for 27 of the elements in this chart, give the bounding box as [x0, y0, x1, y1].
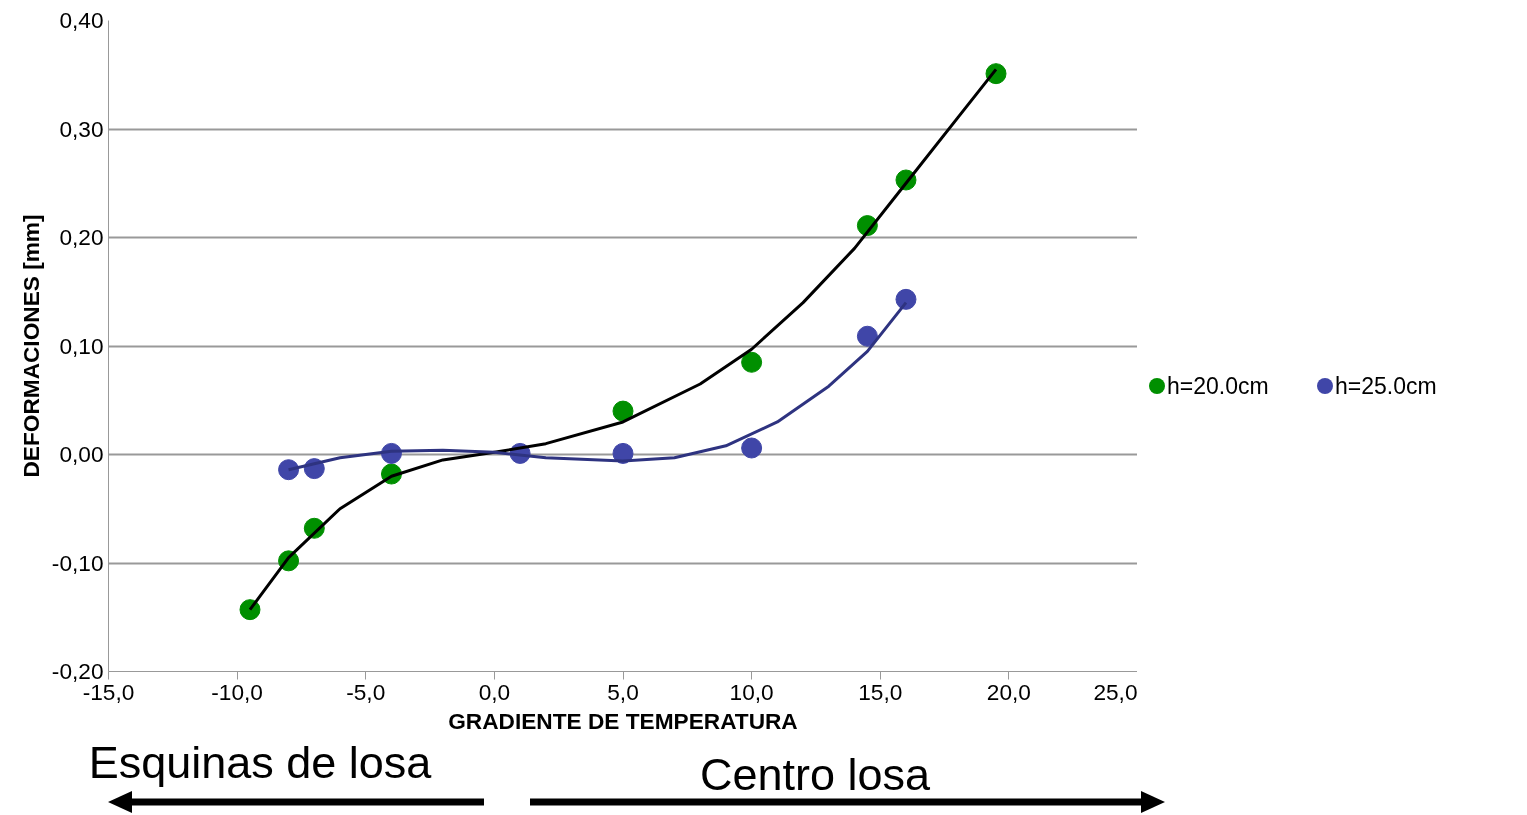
x-tick-label: 15,0 [858, 678, 903, 705]
y-axis-title: DEFORMACIONES [mm] [17, 214, 44, 478]
text: Centro losa [699, 748, 932, 800]
legend-item: h=25.0cm [1317, 373, 1437, 400]
y-tick-label: 0,20 [59, 224, 104, 250]
x-tick-label: 0,0 [478, 678, 511, 705]
x-tick-label: 10,0 [729, 678, 774, 705]
point [741, 437, 763, 459]
y-tick-label: -0,10 [51, 549, 104, 576]
x-tick-label: -5,0 [346, 678, 386, 705]
legend-item: h=20.0cm [1149, 373, 1269, 400]
text: Esquinas de losa [88, 736, 433, 788]
y-tick-label: 0,10 [59, 332, 104, 359]
point [239, 599, 261, 621]
x-tick-label: 25,0 [1093, 678, 1138, 705]
point [741, 351, 763, 373]
y-tick-label: 0,30 [59, 115, 104, 142]
point [612, 400, 634, 422]
point [278, 459, 300, 481]
y-tick-label: 0,00 [59, 441, 104, 467]
x-tick-label: 20,0 [986, 678, 1031, 705]
point [895, 288, 917, 310]
x-tick-label: 5,0 [607, 678, 639, 705]
point [856, 325, 878, 347]
y-tick-label: 0,40 [59, 7, 104, 33]
x-axis-title: GRADIENTE DE TEMPERATURA [448, 707, 798, 734]
x-tick-label: -10,0 [211, 678, 263, 705]
